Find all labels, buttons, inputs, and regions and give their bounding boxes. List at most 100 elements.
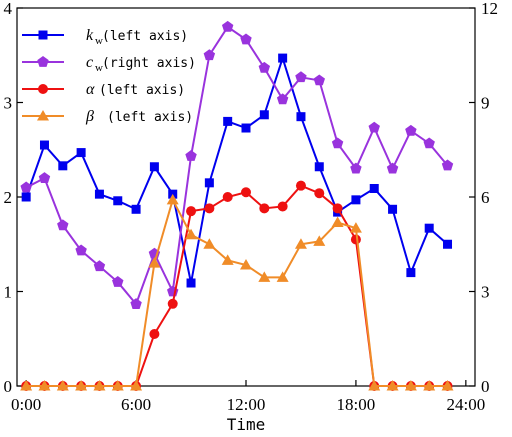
data-point-kw <box>424 223 434 233</box>
legend-item-cw: c w (right axis) <box>22 54 196 74</box>
data-point-alpha <box>259 203 270 214</box>
data-point-beta <box>185 228 198 240</box>
right-y-tick-label: 12 <box>481 0 498 18</box>
data-point-beta <box>93 380 106 391</box>
x-tick-label: 6:00 <box>121 395 151 414</box>
data-point-kw <box>443 239 453 249</box>
data-point-kw <box>113 196 123 206</box>
right-y-tick-label: 9 <box>481 94 490 113</box>
data-point-cw <box>295 71 307 83</box>
data-point-cw <box>20 181 32 193</box>
data-point-beta <box>423 380 436 391</box>
legend-symbol: α <box>86 81 95 98</box>
x-tick-label: 18:00 <box>337 395 376 414</box>
data-point-cw <box>203 49 216 61</box>
legend-item-kw: k w (left axis) <box>22 27 188 47</box>
data-point-kw <box>149 162 159 172</box>
data-point-cw <box>38 172 51 183</box>
data-point-alpha <box>167 298 178 309</box>
data-point-alpha <box>332 203 343 214</box>
series-alpha <box>21 180 453 391</box>
data-point-cw <box>441 159 454 171</box>
series-line-alpha <box>26 184 448 387</box>
data-point-beta <box>75 380 88 391</box>
data-point-kw <box>278 53 288 63</box>
data-point-beta <box>111 380 124 391</box>
data-point-beta <box>240 259 252 270</box>
data-point-cw <box>423 137 435 149</box>
data-point-beta <box>349 222 362 233</box>
data-point-cw <box>331 137 344 149</box>
data-point-kw <box>76 148 86 158</box>
x-axis-title: Time <box>227 415 266 434</box>
legend-marker-cw <box>37 56 49 67</box>
data-point-beta <box>313 235 326 246</box>
data-point-beta <box>166 193 179 205</box>
data-point-kw <box>369 183 379 193</box>
data-point-kw <box>39 140 49 150</box>
data-point-alpha <box>149 329 160 340</box>
data-point-cw <box>405 124 417 136</box>
left-y-tick-label: 2 <box>4 188 13 207</box>
left-y-tick-label: 3 <box>4 94 13 113</box>
series-line-beta <box>26 197 448 387</box>
data-point-kw <box>351 195 361 205</box>
data-point-beta <box>56 380 69 391</box>
data-point-cw <box>93 260 106 272</box>
data-point-beta <box>221 254 234 265</box>
data-point-beta <box>404 380 417 391</box>
data-point-beta <box>130 380 143 391</box>
legend-marker-kw <box>38 30 48 40</box>
legend-item-beta: β (left axis) <box>22 108 193 125</box>
data-point-kw <box>296 112 306 122</box>
data-point-beta <box>368 380 381 391</box>
x-tick-label: 24:00 <box>446 395 485 414</box>
left-y-tick-label: 0 <box>4 377 13 396</box>
data-point-beta <box>441 380 454 391</box>
data-point-beta <box>276 271 289 282</box>
data-point-kw <box>388 204 398 214</box>
data-point-kw <box>204 178 214 188</box>
data-point-cw <box>112 276 124 287</box>
data-point-cw <box>276 93 289 105</box>
data-point-alpha <box>314 188 325 199</box>
left-y-tick-label: 1 <box>4 283 13 302</box>
data-point-kw <box>314 162 324 172</box>
data-point-kw <box>186 278 196 288</box>
data-point-kw <box>406 268 416 278</box>
data-point-alpha <box>186 206 197 217</box>
data-point-cw <box>386 162 399 174</box>
legend-axis-note: (left axis) <box>102 29 188 44</box>
data-point-cw <box>258 61 271 73</box>
x-tick-label: 12:00 <box>227 395 266 414</box>
data-point-alpha <box>222 192 233 202</box>
data-point-cw <box>185 150 197 161</box>
right-y-tick-label: 6 <box>481 188 490 207</box>
data-point-cw <box>313 74 325 86</box>
data-point-kw <box>223 116 233 126</box>
data-point-kw <box>21 192 31 202</box>
data-point-kw <box>94 189 104 199</box>
data-point-cw <box>75 244 87 256</box>
data-point-beta <box>20 380 33 391</box>
data-point-alpha <box>295 180 306 191</box>
legend-item-alpha: α (left axis) <box>22 81 185 98</box>
data-point-cw <box>221 20 234 32</box>
series-beta <box>20 193 454 391</box>
legend-axis-note: (right axis) <box>102 56 196 71</box>
data-point-beta <box>331 216 344 228</box>
legend-marker-alpha <box>38 84 48 94</box>
right-y-tick-label: 3 <box>481 283 490 302</box>
data-point-cw <box>368 121 380 133</box>
data-point-beta <box>258 271 271 282</box>
data-point-beta <box>38 380 51 391</box>
data-point-alpha <box>277 201 288 212</box>
right-y-tick-label: 0 <box>481 377 490 396</box>
legend-axis-note: (left axis) <box>99 83 185 98</box>
data-point-beta <box>203 238 216 249</box>
legend-subscript: w <box>95 62 103 74</box>
legend-axis-note: (left axis) <box>107 110 193 125</box>
data-point-kw <box>241 123 251 133</box>
legend-symbol: k <box>86 27 94 44</box>
